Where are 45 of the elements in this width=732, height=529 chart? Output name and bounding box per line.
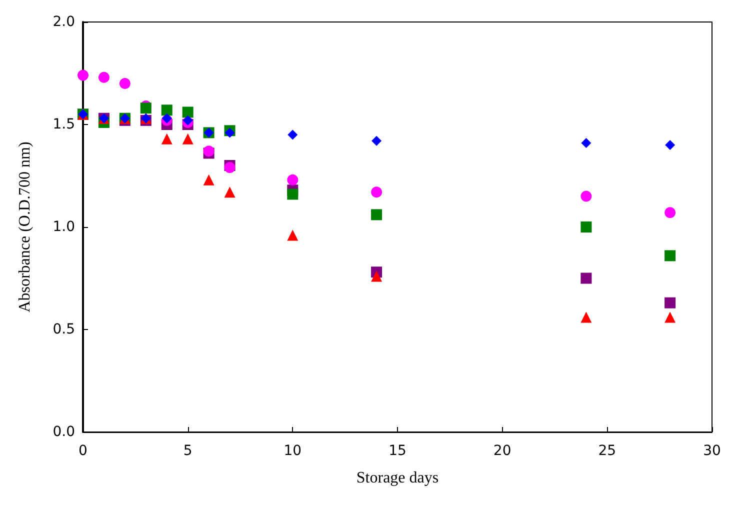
x-tick-label: 0 [78,443,88,459]
point [371,209,382,220]
point [161,104,172,116]
y-tick-label: 0.5 [52,322,75,338]
point [580,312,592,323]
x-tick-label: 5 [183,443,192,459]
point [78,70,88,81]
x-tick-label: 20 [493,443,512,459]
point [581,138,592,148]
point [580,190,592,202]
point [203,174,214,186]
point [580,272,592,284]
x-tick-label: 25 [598,443,616,459]
x-tick-label: 10 [284,443,302,459]
point [119,78,130,89]
x-tick-label: 30 [703,443,721,459]
point [287,230,298,241]
point [224,186,236,198]
point [664,312,676,323]
point [664,207,676,218]
point [182,106,194,118]
x-tick-label: 15 [388,443,406,459]
point [98,72,110,83]
point [287,174,298,186]
point [372,136,382,146]
point [665,140,676,150]
point [288,130,298,140]
y-tick-label: 1.0 [52,219,75,235]
y-axis-title: Absorbance (O.D.700 nm) [16,142,34,312]
point [580,222,592,232]
point [161,133,172,144]
point [371,186,382,198]
y-tick-label: 2.0 [52,14,75,30]
point [162,113,172,124]
point [182,133,194,144]
y-tick-label: 1.5 [52,116,75,132]
point [287,188,298,200]
point [664,297,676,308]
point [224,162,236,174]
x-axis-title: Storage days [356,470,439,486]
point [371,270,382,282]
y-tick-label: 0.0 [52,424,75,440]
point [182,115,193,126]
point [664,250,676,262]
point [224,128,235,138]
